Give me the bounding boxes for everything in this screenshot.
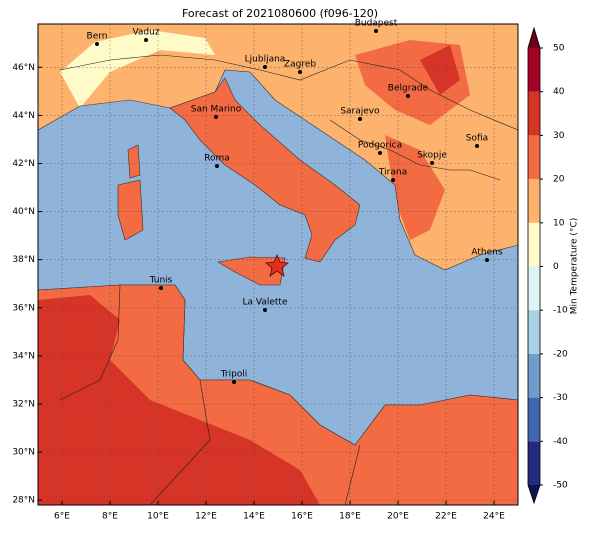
city-dot — [378, 151, 382, 155]
city-label: Sofia — [466, 134, 488, 144]
x-tick-label: 14°E — [243, 512, 265, 522]
city-label: Athens — [471, 248, 502, 258]
italy — [169, 77, 361, 263]
colorbar-tick-label: -30 — [553, 393, 568, 403]
x-tick-label: 22°E — [435, 512, 457, 522]
colorbar-tick-label: 30 — [553, 131, 565, 141]
y-tick-label: 30°N — [12, 448, 35, 458]
sardinia — [117, 179, 144, 241]
y-tick-label: 38°N — [12, 255, 35, 265]
country-border — [59, 54, 518, 131]
city-label: Ljubljana — [245, 55, 286, 65]
x-tick-label: 10°E — [147, 512, 169, 522]
city-dot — [263, 308, 267, 312]
map-title: Forecast of 2021080600 (f096-120) — [182, 7, 378, 20]
city-dot — [95, 42, 99, 46]
colorbar-segment — [528, 266, 540, 311]
colorbar-tick-label: 0 — [553, 262, 559, 272]
colorbar-segment — [528, 91, 540, 136]
y-tick-label: 40°N — [12, 207, 35, 217]
city-label: Belgrade — [388, 84, 429, 94]
city-label: Roma — [204, 154, 230, 164]
y-tick-label: 46°N — [12, 63, 35, 73]
city-dot — [214, 115, 218, 119]
x-tick-label: 18°E — [339, 512, 361, 522]
city-label: San Marino — [191, 105, 242, 115]
hot-area — [38, 295, 320, 505]
x-tick-label: 16°E — [291, 512, 313, 522]
y-tick-label: 32°N — [12, 399, 35, 409]
colorbar-segment — [528, 441, 540, 485]
city-dot — [298, 70, 302, 74]
alps-cool — [60, 30, 215, 108]
x-tick-label: 12°E — [195, 512, 217, 522]
colorbar-segment — [528, 310, 540, 354]
city-dot — [144, 38, 148, 42]
city-dot — [430, 161, 434, 165]
x-tick-label: 6°E — [54, 512, 70, 522]
city-label: La Valette — [243, 298, 288, 308]
colorbar: -50 -40 -30 -20 -10 0 10 20 30 40 50 — [527, 26, 568, 505]
city-label: Tirana — [378, 168, 407, 178]
colorbar-label: Min Temperature (°C) — [570, 218, 580, 315]
colorbar-tick-label: 10 — [553, 218, 565, 228]
country-border — [344, 444, 361, 505]
city-label: Podgorica — [358, 141, 402, 151]
y-tick-label: 42°N — [12, 159, 35, 169]
colorbar-tick-label: -50 — [553, 481, 568, 491]
city-dot — [358, 117, 362, 121]
colorbar-segment — [528, 353, 540, 398]
y-tick-label: 44°N — [12, 111, 35, 121]
warm-area — [385, 135, 445, 240]
colorbar-tick-label: -40 — [553, 437, 568, 447]
corsica — [127, 144, 141, 179]
colorbar-extend-low — [528, 485, 540, 503]
city-dot — [159, 286, 163, 290]
colorbar-segment — [528, 179, 540, 223]
city-dot — [391, 178, 395, 182]
city-dot — [475, 144, 479, 148]
city-label: Skopje — [417, 151, 447, 161]
country-border — [329, 119, 501, 181]
city-dot — [406, 94, 410, 98]
y-tick-label: 28°N — [12, 496, 35, 506]
colorbar-segment — [528, 222, 540, 267]
city-label: Vaduz — [132, 28, 159, 38]
colorbar-tick-label: 40 — [553, 87, 565, 97]
colorbar-tick-label: 20 — [553, 175, 565, 185]
colorbar-tick-label: -10 — [553, 306, 568, 316]
city-dot — [263, 65, 267, 69]
grid: 6°E 8°E 10°E 12°E 14°E 16°E 18°E 20°E 22°E 24°E 28… — [12, 24, 518, 522]
colorbar-segment — [528, 397, 540, 442]
country-border — [149, 379, 211, 505]
city-label: Tripoli — [220, 370, 248, 380]
location-marker — [265, 253, 289, 277]
city-dot — [232, 380, 236, 384]
y-tick-label: 36°N — [12, 303, 35, 313]
city-label: Bern — [87, 32, 108, 42]
city-label: Zagreb — [284, 60, 316, 70]
country-border — [59, 284, 121, 401]
x-tick-label: 24°E — [483, 512, 505, 522]
colorbar-extend-high — [528, 28, 540, 48]
colorbar-tick-label: 50 — [553, 44, 565, 54]
city-dot — [485, 258, 489, 262]
hot-area — [420, 45, 460, 95]
colorbar-segment — [528, 48, 540, 92]
x-tick-label: 20°E — [387, 512, 409, 522]
map-frame — [37, 23, 519, 506]
city-dot — [215, 164, 219, 168]
colorbar-tick-label: -20 — [553, 349, 568, 359]
city-label: Tunis — [149, 276, 173, 286]
city-label: Sarajevo — [340, 107, 380, 117]
city-dot — [374, 29, 378, 33]
colorbar-segment — [528, 135, 540, 180]
x-tick-label: 8°E — [102, 512, 118, 522]
y-tick-label: 34°N — [12, 351, 35, 361]
